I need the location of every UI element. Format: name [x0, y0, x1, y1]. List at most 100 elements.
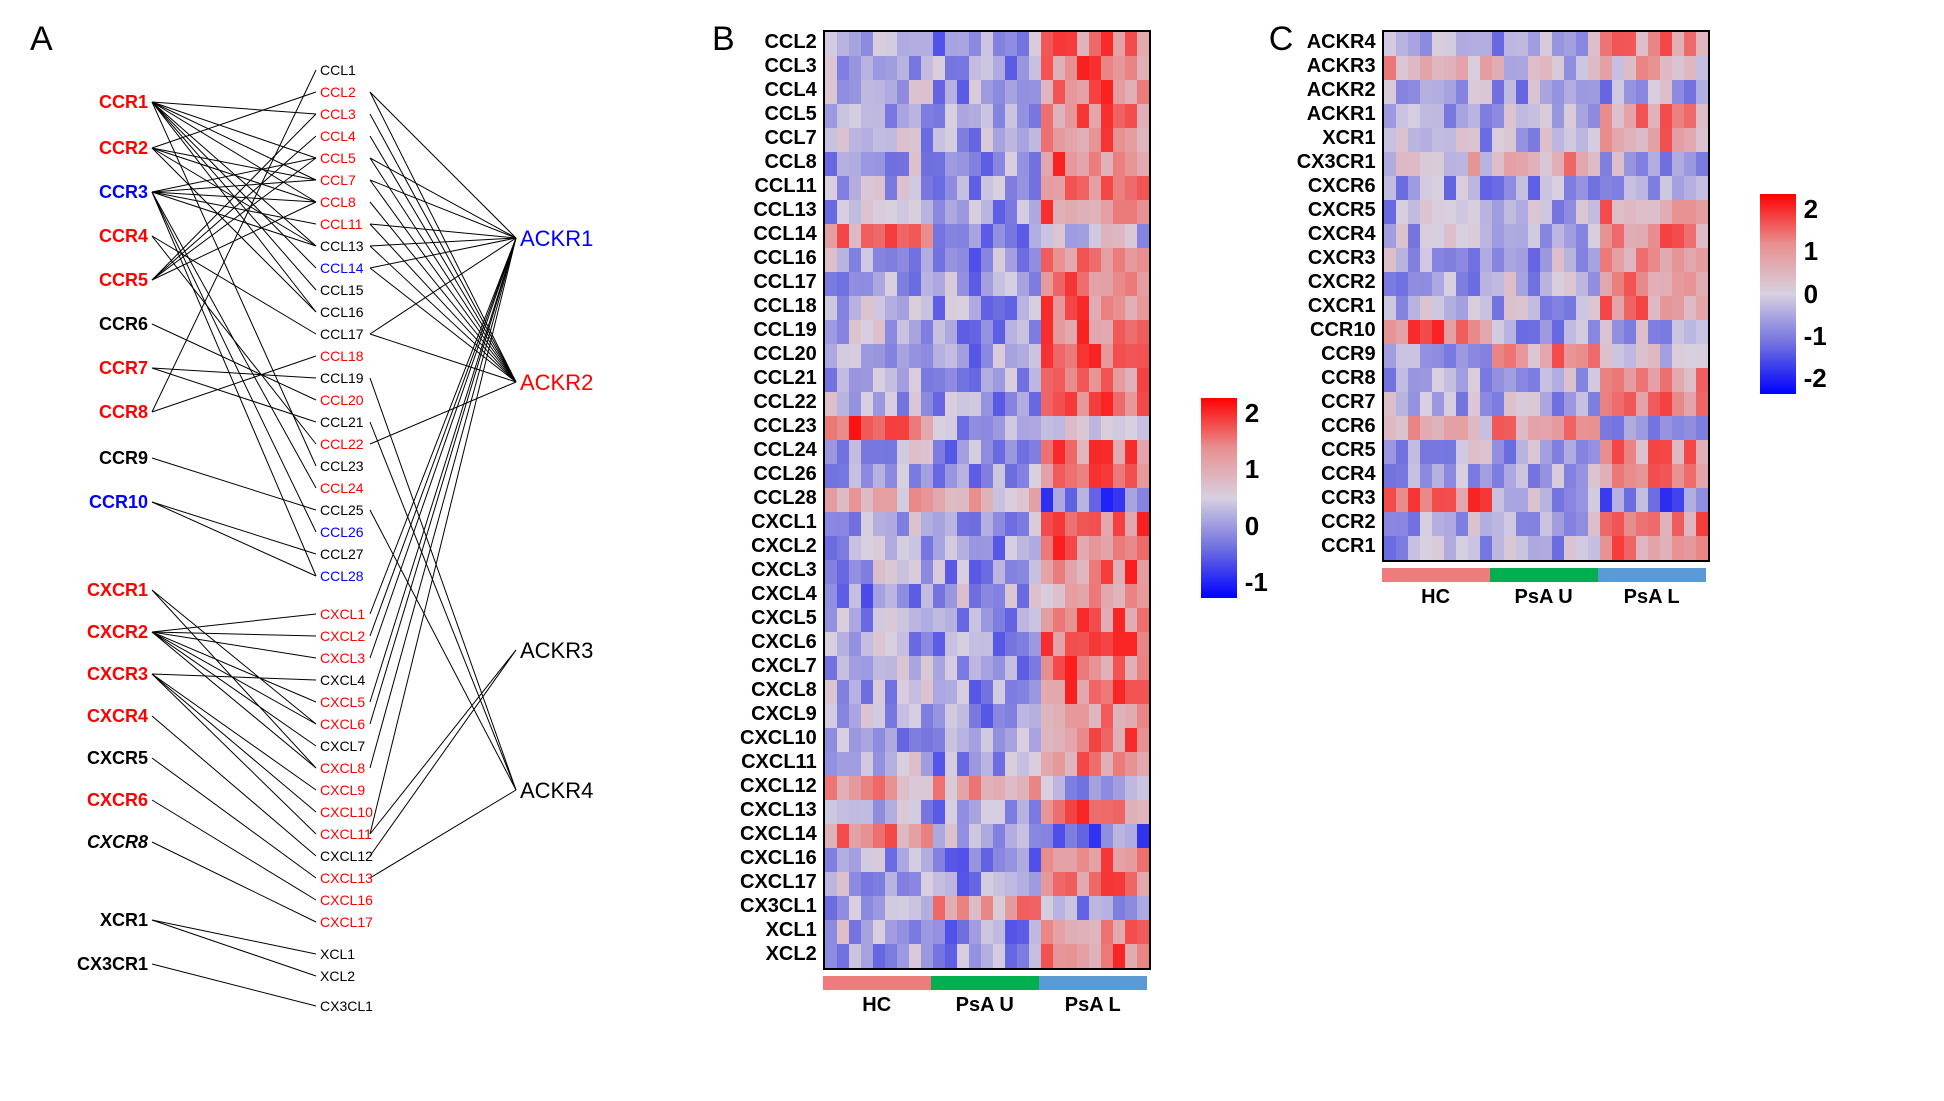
heatmap-cell — [945, 608, 957, 632]
rowlabel-CXCL1: CXCL1 — [740, 510, 817, 534]
heatmap-cell — [1528, 128, 1540, 152]
heatmap-cell — [1492, 32, 1504, 56]
heatmap-cell — [1444, 80, 1456, 104]
heatmap-cell — [945, 704, 957, 728]
heatmap-cell — [1420, 128, 1432, 152]
heatmap-cell — [1480, 248, 1492, 272]
ligand-CXCL5: CXCL5 — [320, 694, 365, 710]
heatmap-cell — [921, 704, 933, 728]
heatmap-cell — [1077, 200, 1089, 224]
ligand-CCL23: CCL23 — [320, 458, 364, 474]
heatmap-cell — [969, 536, 981, 560]
heatmap-cell — [885, 176, 897, 200]
rowlabel-CCL11: CCL11 — [740, 174, 817, 198]
heatmap-cell — [1528, 272, 1540, 296]
rowlabel-CCL14: CCL14 — [740, 222, 817, 246]
heatmap-cell — [1041, 512, 1053, 536]
heatmap-cell — [1101, 776, 1113, 800]
heatmap-cell — [921, 224, 933, 248]
heatmap-cell — [1576, 344, 1588, 368]
heatmap-cell — [825, 176, 837, 200]
group-label-HC: HC — [1382, 586, 1490, 609]
heatmap-cell — [1053, 776, 1065, 800]
heatmap-cell — [897, 608, 909, 632]
heatmap-cell — [1408, 104, 1420, 128]
heatmap-cell — [981, 176, 993, 200]
heatmap-cell — [1384, 392, 1396, 416]
heatmap-cell — [1125, 584, 1137, 608]
heatmap-cell — [969, 872, 981, 896]
heatmap-cell — [1636, 440, 1648, 464]
heatmap-cell — [993, 272, 1005, 296]
heatmap-cell — [945, 920, 957, 944]
heatmap-cell — [825, 944, 837, 968]
heatmap-cell — [981, 776, 993, 800]
heatmap-cell — [1492, 344, 1504, 368]
heatmap-cell — [933, 296, 945, 320]
heatmap-cell — [849, 896, 861, 920]
heatmap-cell — [885, 368, 897, 392]
heatmap-cell — [1029, 536, 1041, 560]
heatmap-cell — [861, 848, 873, 872]
heatmap-cell — [861, 416, 873, 440]
heatmap-cell — [897, 200, 909, 224]
heatmap-cell — [861, 248, 873, 272]
heatmap-cell — [1588, 128, 1600, 152]
heatmap-cell — [1504, 104, 1516, 128]
heatmap-cell — [1005, 296, 1017, 320]
heatmap-cell — [849, 56, 861, 80]
heatmap-cell — [825, 464, 837, 488]
heatmap-cell — [1408, 368, 1420, 392]
heatmap-cell — [1077, 32, 1089, 56]
heatmap-cell — [885, 704, 897, 728]
heatmap-cell — [1552, 80, 1564, 104]
heatmap-cell — [1624, 536, 1636, 560]
heatmap-cell — [1456, 104, 1468, 128]
ligand-CXCL9: CXCL9 — [320, 782, 365, 798]
heatmap-cell — [849, 848, 861, 872]
heatmap-cell — [1444, 128, 1456, 152]
heatmap-cell — [1101, 104, 1113, 128]
heatmap-cell — [1576, 80, 1588, 104]
heatmap-cell — [1636, 320, 1648, 344]
group-swatch-PsAU — [1490, 568, 1598, 582]
heatmap-cell — [1528, 440, 1540, 464]
heatmap-cell — [1624, 272, 1636, 296]
heatmap-cell — [1420, 248, 1432, 272]
heatmap-cell — [909, 392, 921, 416]
heatmap-cell — [1444, 464, 1456, 488]
heatmap-cell — [1660, 536, 1672, 560]
heatmap-cell — [1053, 944, 1065, 968]
heatmap-cell — [993, 104, 1005, 128]
rowlabel-CX3CL1: CX3CL1 — [740, 894, 817, 918]
heatmap-cell — [1017, 200, 1029, 224]
heatmap-cell — [1137, 728, 1149, 752]
heatmap-cell — [981, 656, 993, 680]
rowlabel-CXCL17: CXCL17 — [740, 870, 817, 894]
heatmap-cell — [1384, 464, 1396, 488]
heatmap-cell — [1384, 344, 1396, 368]
heatmap-cell — [1137, 80, 1149, 104]
heatmap-cell — [1113, 848, 1125, 872]
heatmap-cell — [1672, 344, 1684, 368]
heatmap-cell — [1125, 848, 1137, 872]
heatmap-cell — [837, 32, 849, 56]
heatmap-cell — [1029, 512, 1041, 536]
rowlabel-CX3CR1: CX3CR1 — [1297, 150, 1376, 174]
heatmap-cell — [909, 824, 921, 848]
heatmap-cell — [1113, 152, 1125, 176]
heatmap-cell — [981, 800, 993, 824]
heatmap-cell — [1420, 344, 1432, 368]
heatmap-cell — [1077, 920, 1089, 944]
heatmap-cell — [1456, 80, 1468, 104]
heatmap-cell — [1432, 176, 1444, 200]
heatmap-cell — [933, 104, 945, 128]
heatmap-cell — [981, 464, 993, 488]
heatmap-cell — [933, 872, 945, 896]
heatmap-cell — [1408, 440, 1420, 464]
heatmap-cell — [1660, 56, 1672, 80]
heatmap-cell — [945, 344, 957, 368]
heatmap-cell — [1396, 416, 1408, 440]
heatmap-cell — [837, 512, 849, 536]
heatmap-cell — [1480, 416, 1492, 440]
